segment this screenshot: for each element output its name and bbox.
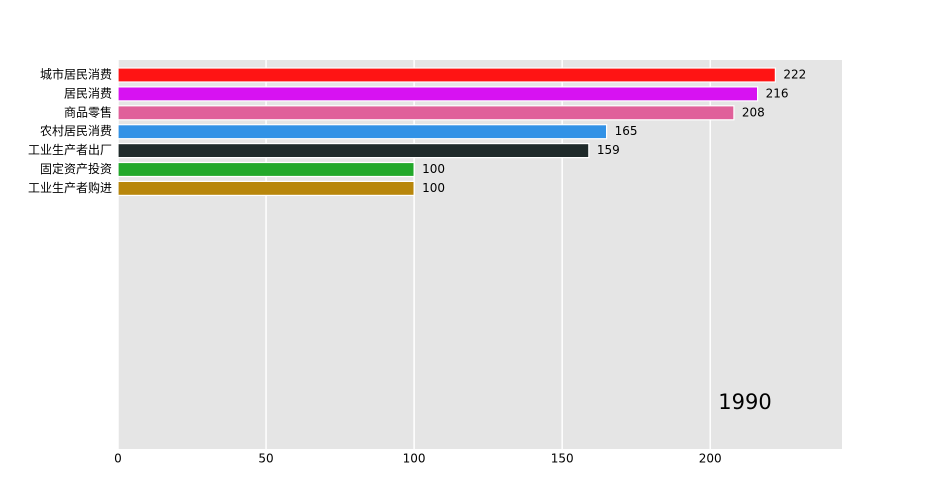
bar xyxy=(117,143,590,159)
x-tick-label: 100 xyxy=(403,452,426,466)
bar xyxy=(117,86,759,102)
bar xyxy=(117,180,415,196)
category-label: 居民消费 xyxy=(64,86,112,100)
x-tick-label: 0 xyxy=(114,452,122,466)
x-tick-label: 200 xyxy=(699,452,722,466)
value-label: 216 xyxy=(766,86,789,100)
category-label: 商品零售 xyxy=(64,104,112,119)
value-label: 165 xyxy=(615,124,638,138)
bar xyxy=(117,67,776,83)
category-label: 工业生产者出厂 xyxy=(28,143,112,157)
value-label: 100 xyxy=(422,181,445,195)
bar xyxy=(117,124,608,140)
category-label: 固定资产投资 xyxy=(40,161,112,176)
bar xyxy=(117,161,415,178)
category-label: 工业生产者购进 xyxy=(28,180,112,195)
x-tick-label: 150 xyxy=(551,452,574,466)
value-label: 208 xyxy=(742,105,765,119)
bar xyxy=(117,105,735,121)
category-label: 城市居民消费 xyxy=(40,67,112,82)
year-annotation: 1990 xyxy=(718,390,771,414)
category-label: 农村居民消费 xyxy=(40,124,112,138)
value-label: 159 xyxy=(597,143,620,157)
x-tick-label: 50 xyxy=(258,452,273,466)
value-label: 100 xyxy=(422,162,445,176)
value-label: 222 xyxy=(783,68,806,82)
